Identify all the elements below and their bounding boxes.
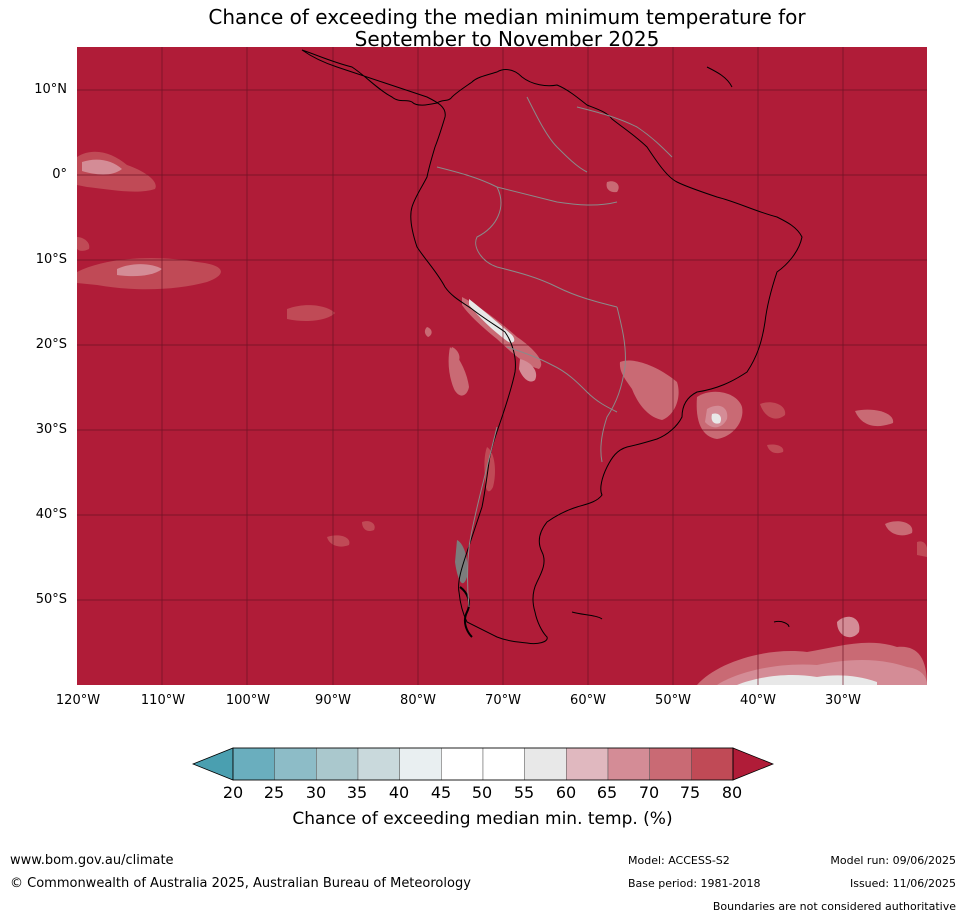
colorbar-tick: 80	[721, 783, 743, 802]
lon-label-120w: 120°W	[55, 693, 101, 708]
colorbar-outline	[232, 747, 734, 781]
lon-label-50w: 50°W	[655, 693, 691, 708]
colorbar-tick: 75	[679, 783, 701, 802]
colorbar-swatch	[524, 747, 567, 781]
lon-label-60w: 60°W	[570, 693, 606, 708]
model-run-date: Model run: 09/06/2025	[830, 854, 956, 867]
colorbar-label: Chance of exceeding median min. temp. (%…	[292, 809, 673, 829]
copyright-text: © Commonwealth of Australia 2025, Austra…	[10, 876, 471, 891]
lat-label-10s: 10°S	[35, 252, 67, 267]
colorbar-tick: 55	[513, 783, 535, 802]
colorbar-tick: 65	[596, 783, 618, 802]
colorbar-extend-high	[732, 747, 774, 781]
lon-label-70w: 70°W	[485, 693, 521, 708]
probability-patches	[77, 151, 927, 685]
colorbar-swatch	[316, 747, 359, 781]
colorbar-swatch	[399, 747, 442, 781]
colorbar-swatch	[566, 747, 609, 781]
probability-map	[77, 47, 927, 685]
colorbar-swatch	[607, 747, 650, 781]
colorbar	[192, 747, 774, 781]
coastlines	[301, 49, 803, 645]
colorbar-swatch	[649, 747, 692, 781]
colorbar-swatch	[274, 747, 317, 781]
lon-label-30w: 30°W	[825, 693, 861, 708]
boundaries-disclaimer: Boundaries are not considered authoritat…	[712, 900, 956, 913]
lat-label-10n: 10°N	[34, 82, 67, 97]
colorbar-extend-low	[192, 747, 234, 781]
colorbar-tick: 45	[430, 783, 452, 802]
lat-label-50s: 50°S	[35, 592, 67, 607]
base-period: Base period: 1981-2018	[628, 877, 761, 890]
map-canvas	[77, 47, 927, 685]
colorbar-tick: 30	[305, 783, 327, 802]
website-link[interactable]: www.bom.gov.au/climate	[10, 853, 174, 868]
colorbar-swatch	[357, 747, 400, 781]
lat-label-30s: 30°S	[35, 422, 67, 437]
colorbar-tick: 35	[346, 783, 368, 802]
colorbar-swatch	[691, 747, 734, 781]
lon-label-100w: 100°W	[225, 693, 271, 708]
lat-label-0: 0°	[52, 167, 67, 182]
issued-date: Issued: 11/06/2025	[849, 877, 956, 890]
lon-label-110w: 110°W	[140, 693, 186, 708]
lon-label-40w: 40°W	[740, 693, 776, 708]
colorbar-tick: 60	[555, 783, 577, 802]
colorbar-tick: 70	[638, 783, 660, 802]
lon-label-90w: 90°W	[315, 693, 351, 708]
colorbar-swatch	[441, 747, 484, 781]
colorbar-swatch	[482, 747, 525, 781]
lon-label-80w: 80°W	[400, 693, 436, 708]
graticule	[77, 47, 927, 685]
map-title-line2: September to November 2025	[354, 27, 660, 51]
country-borders	[436, 96, 673, 608]
colorbar-tick: 20	[222, 783, 244, 802]
colorbar-swatch	[232, 747, 275, 781]
lat-label-20s: 20°S	[35, 337, 67, 352]
colorbar-tick: 50	[471, 783, 493, 802]
map-title-line1: Chance of exceeding the median minimum t…	[208, 5, 806, 29]
lat-label-40s: 40°S	[35, 507, 67, 522]
colorbar-tick: 25	[263, 783, 285, 802]
colorbar-tick: 40	[388, 783, 410, 802]
model-name: Model: ACCESS-S2	[628, 854, 730, 867]
